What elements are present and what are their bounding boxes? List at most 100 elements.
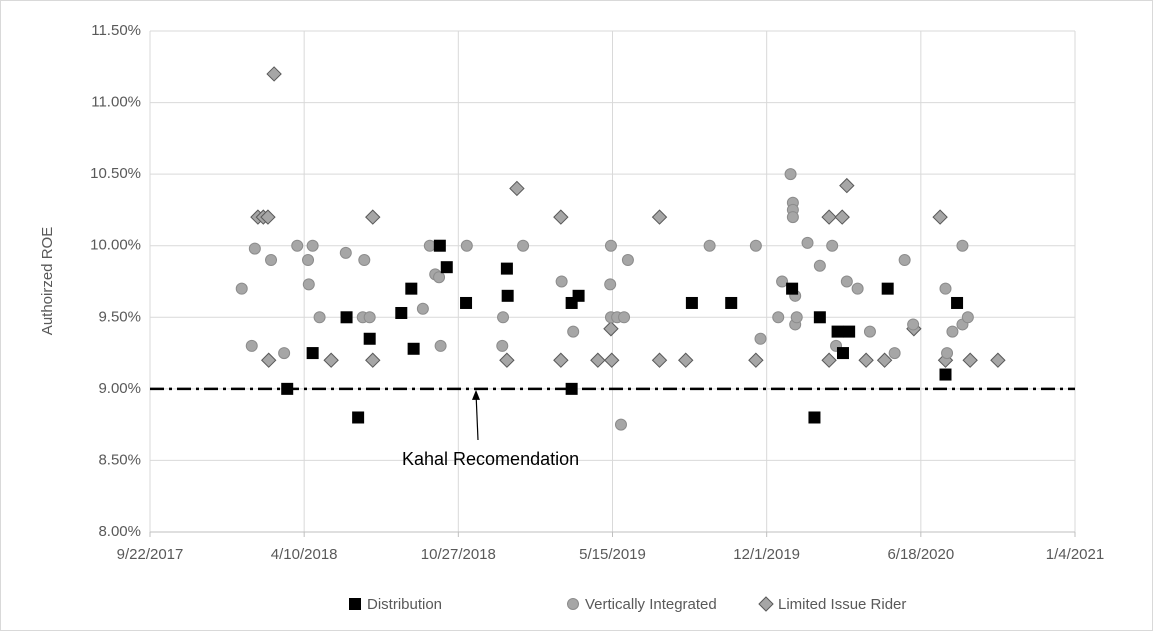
data-point (302, 278, 315, 291)
data-point (834, 209, 850, 225)
data-point (340, 311, 353, 324)
data-point (555, 275, 568, 288)
y-tick-label: 8.50% (98, 451, 141, 468)
data-point (433, 271, 446, 284)
data-point (956, 239, 969, 252)
y-tick-label: 11.00% (91, 94, 141, 111)
data-point (939, 368, 952, 381)
data-point (851, 282, 864, 295)
data-point (501, 289, 514, 302)
data-point (499, 352, 515, 368)
y-tick-label: 8.00% (98, 523, 141, 540)
x-tick-label: 10/27/2018 (421, 546, 496, 563)
data-point (509, 180, 525, 197)
data-point (553, 352, 569, 368)
annotation: Kahal Recomendation (402, 449, 579, 469)
y-tick-label: 9.00% (98, 380, 141, 397)
data-point (306, 347, 319, 360)
data-point (858, 352, 874, 368)
data-point (725, 296, 738, 309)
data-point (614, 418, 627, 431)
data-point (941, 347, 954, 360)
y-tick-label: 10.50% (90, 165, 141, 182)
data-point (407, 342, 420, 355)
data-point (863, 325, 876, 338)
data-point (831, 325, 844, 338)
data-point (497, 311, 510, 324)
data-point (500, 262, 513, 275)
data-point (553, 209, 569, 225)
data-point (590, 352, 606, 368)
data-point (876, 352, 893, 368)
data-point (754, 332, 767, 345)
data-point (951, 296, 964, 309)
data-point (245, 339, 258, 352)
legend-label: Distribution (367, 596, 442, 613)
data-point (939, 282, 952, 295)
data-point (932, 209, 948, 225)
data-point (808, 411, 821, 424)
data-point (278, 347, 291, 360)
data-point (235, 282, 248, 295)
data-point (790, 311, 803, 324)
data-point (618, 311, 631, 324)
data-point (440, 261, 453, 274)
x-tick-label: 6/18/2020 (887, 546, 954, 563)
data-point (261, 352, 277, 368)
data-point (416, 302, 429, 315)
data-point (460, 239, 473, 252)
data-point (604, 239, 617, 252)
data-point (363, 332, 376, 345)
data-point (265, 254, 278, 267)
data-point (946, 325, 959, 338)
data-point (248, 242, 261, 255)
x-tick-label: 4/10/2018 (271, 546, 338, 563)
y-axis-label: Authoirzed ROE (39, 227, 56, 335)
data-point (748, 352, 764, 368)
data-point (749, 239, 762, 252)
data-point (365, 352, 381, 368)
data-point (313, 311, 326, 324)
data-point (843, 325, 856, 338)
annotation-arrowhead (472, 389, 480, 400)
legend-marker (567, 598, 579, 610)
data-point (323, 352, 339, 368)
legend-marker (758, 596, 774, 612)
data-point (703, 239, 716, 252)
data-point (898, 254, 911, 267)
data-point (302, 254, 315, 267)
legend-item: Distribution (349, 596, 442, 613)
data-point (801, 236, 814, 249)
x-tick-label: 5/15/2019 (579, 546, 646, 563)
data-point (962, 352, 978, 368)
data-point (517, 239, 530, 252)
data-point (567, 325, 580, 338)
data-point (260, 209, 276, 225)
data-point (826, 239, 839, 252)
data-point (784, 168, 797, 181)
data-point (651, 209, 668, 225)
data-point (678, 352, 694, 368)
data-point (434, 339, 447, 352)
data-point (776, 275, 789, 288)
data-point (358, 254, 371, 267)
data-point (990, 352, 1006, 368)
y-tick-label: 11.50% (91, 22, 141, 39)
y-tick-label: 10.00% (90, 237, 141, 254)
x-tick-label: 12/1/2019 (733, 546, 800, 563)
data-point (460, 296, 473, 309)
y-tick-label: 9.50% (98, 308, 141, 325)
data-point (772, 311, 785, 324)
data-point (786, 211, 799, 224)
data-point (423, 239, 436, 252)
data-point (604, 278, 617, 291)
data-point (685, 296, 698, 309)
data-point (363, 311, 376, 324)
data-point (651, 352, 668, 368)
data-point (821, 209, 837, 225)
data-point (840, 275, 853, 288)
data-point (365, 209, 381, 225)
data-point (496, 339, 509, 352)
